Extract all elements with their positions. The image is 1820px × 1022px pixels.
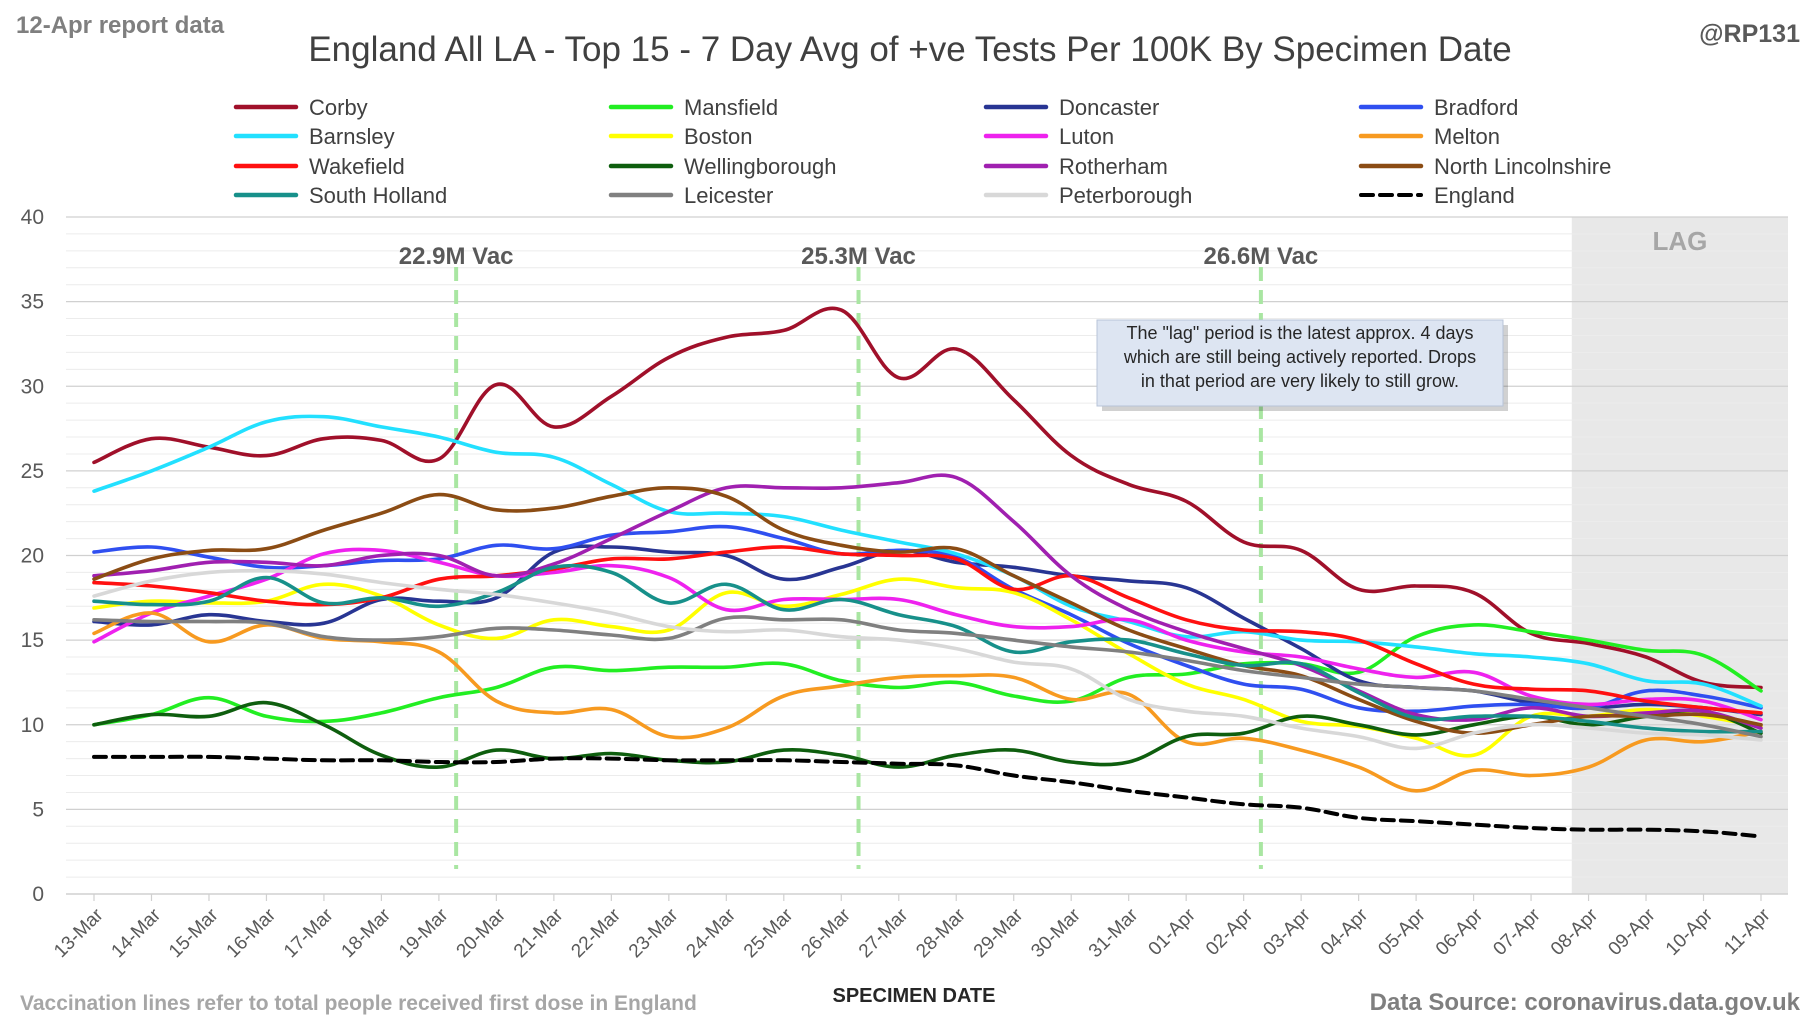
legend-label-england: England [1434,183,1515,208]
series-line-mansfield [92,623,1763,727]
legend-label-barnsley: Barnsley [309,124,395,149]
series-line-peterborough [92,568,1763,751]
legend-label-bradford: Bradford [1434,95,1518,120]
legend-label-north-lincolnshire: North Lincolnshire [1434,154,1611,179]
series-line-wellingborough [92,700,1763,769]
legend-label-wellingborough: Wellingborough [684,154,836,179]
legend-label-mansfield: Mansfield [684,95,778,120]
data-source: Data Source: coronavirus.data.gov.uk [1370,989,1801,1016]
y-axis-ticks: 0 5 10 15 20 25 30 35 40 [21,206,44,906]
author-handle: @RP131 [1699,20,1800,48]
series-line-england [92,754,1763,839]
series-line-leicester [92,615,1763,739]
chart-title: England All LA - Top 15 - 7 Day Avg of +… [308,30,1511,69]
y-tick-label: 30 [21,375,44,398]
y-tick-label: 15 [21,629,44,652]
vaccination-label: 22.9M Vac [399,243,514,270]
legend-label-wakefield: Wakefield [309,154,405,179]
vaccination-label: 26.6M Vac [1204,243,1319,270]
vaccination-label: 25.3M Vac [801,243,916,270]
legend-label-peterborough: Peterborough [1059,183,1192,208]
y-tick-label: 25 [21,460,44,483]
legend-label-boston: Boston [684,124,753,149]
series-line-barnsley [92,414,1763,708]
series-lines [92,306,1763,839]
legend: Corby Mansfield Doncaster Bradford Barnsley B… [233,95,1611,208]
x-axis-title: SPECIMEN DATE [833,985,996,1007]
legend-label-luton: Luton [1059,124,1114,149]
y-tick-label: 40 [21,206,44,229]
lag-note-line: in that period are very likely to still … [1141,371,1459,391]
series-line-corby [92,306,1763,690]
legend-label-corby: Corby [309,95,368,120]
series-line-luton [92,547,1763,722]
y-tick-label: 5 [32,798,44,821]
series-line-rotherham [92,473,1763,730]
legend-label-leicester: Leicester [684,183,773,208]
legend-label-melton: Melton [1434,124,1500,149]
y-tick-label: 10 [21,714,44,737]
y-tick-label: 0 [32,883,44,906]
lag-note-line: which are still being actively reported.… [1123,347,1476,367]
lag-note-line: The "lag" period is the latest approx. 4… [1127,323,1474,343]
y-tick-label: 35 [21,291,44,314]
legend-label-south-holland: South Holland [309,183,447,208]
lag-note-background [1096,319,1504,407]
series-line-south-holland [92,563,1763,734]
lag-note-box: The "lag" period is the latest approx. 4… [1096,319,1508,411]
report-date-label: 12-Apr report data [16,12,225,39]
footer-note: Vaccination lines refer to total people … [20,992,697,1015]
lag-label: LAG [1652,226,1707,256]
series-line-bradford [92,524,1763,714]
y-tick-label: 20 [21,545,44,568]
legend-label-doncaster: Doncaster [1059,95,1159,120]
legend-label-rotherham: Rotherham [1059,154,1168,179]
